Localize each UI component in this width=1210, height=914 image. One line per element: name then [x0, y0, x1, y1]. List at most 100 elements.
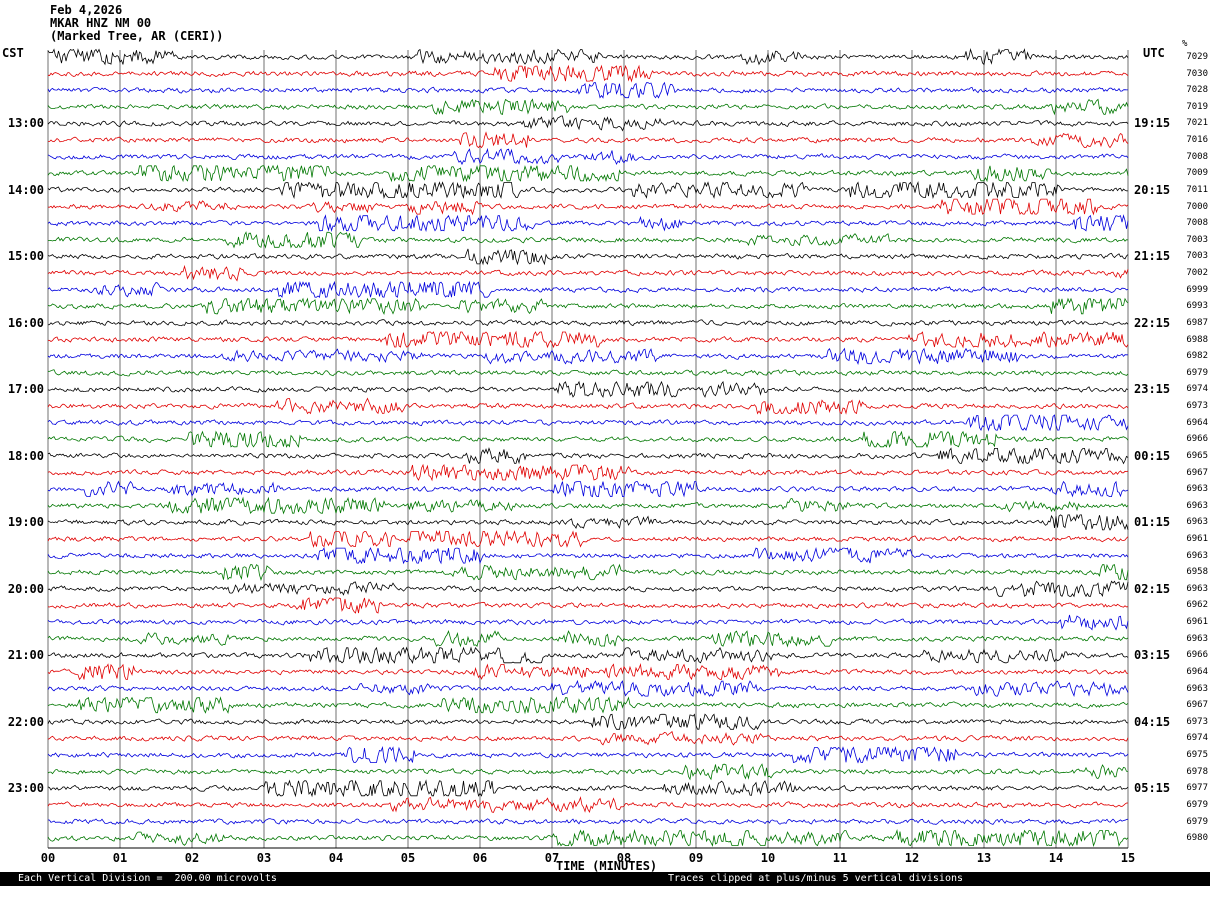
- utc-hour-label: 23:15: [1134, 382, 1171, 397]
- seismogram-trace: [47, 480, 1129, 498]
- seismogram-trace: [47, 730, 1129, 746]
- seismogram-trace: [47, 380, 1129, 398]
- x-axis-tick-label: 02: [184, 851, 200, 865]
- trace-amplitude-value: 6963: [1186, 633, 1208, 644]
- trace-amplitude-value: 6963: [1186, 500, 1208, 511]
- trace-amplitude-value: 6962: [1186, 600, 1208, 611]
- trace-amplitude-value: 6961: [1186, 533, 1208, 544]
- trace-amplitude-value: 6979: [1186, 799, 1208, 810]
- trace-amplitude-value: 7011: [1186, 184, 1208, 195]
- seismogram-trace: [47, 580, 1129, 598]
- trace-amplitude-value: 7028: [1186, 85, 1208, 96]
- header-location: (Marked Tree, AR (CERI)): [50, 29, 224, 43]
- x-axis-tick-label: 04: [328, 851, 344, 865]
- trace-amplitude-value: 6958: [1186, 567, 1208, 578]
- cst-hour-label: 20:00: [7, 581, 44, 596]
- trace-amplitude-value: 6963: [1186, 683, 1208, 694]
- trace-amplitude-value: 7008: [1186, 151, 1208, 162]
- seismogram-trace: [47, 796, 1128, 814]
- scale-note: Each Vertical Division = 200.00 microvol…: [18, 873, 277, 884]
- seismogram-trace: [48, 231, 1129, 249]
- utc-hour-label: 03:15: [1134, 648, 1171, 663]
- trace-amplitude-value: 6963: [1186, 550, 1208, 561]
- seismogram-trace: [47, 198, 1129, 216]
- seismogram-trace: [47, 463, 1129, 482]
- x-axis-tick-label: 03: [256, 851, 272, 865]
- cst-hour-label: 22:00: [7, 714, 44, 729]
- seismogram-trace: [47, 81, 1128, 99]
- seismogram-trace: [47, 530, 1129, 548]
- cst-hour-label: 21:00: [7, 648, 44, 663]
- x-axis-tick-label: 15: [1120, 851, 1136, 865]
- trace-amplitude-value: 7030: [1186, 68, 1208, 79]
- trace-amplitude-value: 6961: [1186, 617, 1208, 628]
- right-timezone-label: UTC: [1143, 46, 1165, 60]
- x-axis-tick-label: 12: [904, 851, 920, 865]
- trace-amplitude-value: 6967: [1186, 700, 1208, 711]
- trace-amplitude-value: 6964: [1186, 417, 1208, 428]
- trace-amplitude-value: 6973: [1186, 716, 1208, 727]
- footer-banner: Each Vertical Division = 200.00 microvol…: [0, 872, 1210, 886]
- seismogram-trace: [47, 264, 1129, 282]
- seismogram-trace: [47, 597, 1129, 614]
- trace-amplitude-value: 7002: [1186, 268, 1208, 279]
- left-timezone-label: CST: [2, 46, 24, 60]
- seismogram-trace: [47, 397, 1129, 415]
- x-axis-tick-label: 13: [976, 851, 992, 865]
- trace-amplitude-value: 6967: [1186, 467, 1208, 478]
- seismogram-trace: [47, 147, 1129, 166]
- utc-hour-label: 20:15: [1134, 182, 1171, 197]
- trace-amplitude-value: 7000: [1186, 201, 1208, 212]
- cst-hour-label: 13:00: [7, 116, 44, 131]
- clip-note: Traces clipped at plus/minus 5 vertical …: [668, 873, 964, 884]
- utc-hour-label: 22:15: [1134, 315, 1171, 330]
- utc-hour-label: 01:15: [1134, 515, 1171, 530]
- seismogram-trace: [47, 430, 1129, 448]
- utc-hour-label: 19:15: [1134, 116, 1171, 131]
- cst-hour-label: 18:00: [7, 448, 44, 463]
- trace-amplitude-value: 7008: [1186, 218, 1208, 229]
- x-axis-tick-label: 00: [40, 851, 56, 865]
- seismogram-trace: [47, 414, 1129, 432]
- seismogram-trace: [47, 679, 1129, 698]
- x-axis-tick-label: 08: [616, 851, 632, 865]
- cst-hour-label: 15:00: [7, 249, 44, 264]
- seismogram-trace: [47, 614, 1129, 631]
- trace-amplitude-value: 6974: [1186, 733, 1208, 744]
- seismogram-trace: [47, 646, 1129, 665]
- utc-hour-label: 21:15: [1134, 249, 1171, 264]
- trace-amplitude-value: 6993: [1186, 301, 1208, 312]
- trace-amplitude-value: 6978: [1186, 766, 1208, 777]
- utc-hour-label: 05:15: [1134, 781, 1171, 796]
- trace-amplitude-value: 6975: [1186, 750, 1208, 761]
- x-axis-tick-label: 09: [688, 851, 704, 865]
- seismogram-trace: [47, 64, 1129, 83]
- seismogram-trace: [47, 164, 1129, 183]
- seismogram-trace: [47, 779, 1129, 798]
- trace-amplitude-value: 6999: [1186, 284, 1208, 295]
- trace-amplitude-value: 6963: [1186, 484, 1208, 495]
- seismogram-trace: [47, 47, 1129, 66]
- trace-amplitude-value: 7019: [1186, 101, 1208, 112]
- utc-hour-label: 04:15: [1134, 714, 1171, 729]
- seismogram-trace: [47, 696, 1129, 715]
- seismogram-trace: [47, 297, 1129, 315]
- x-axis-tick-label: 07: [544, 851, 560, 865]
- trace-amplitude-value: 6963: [1186, 583, 1208, 594]
- trace-amplitude-value: 7009: [1186, 168, 1208, 179]
- seismogram-trace: [47, 629, 1129, 648]
- seismogram-trace: [47, 98, 1129, 116]
- utc-hour-label: 02:15: [1134, 581, 1171, 596]
- cst-hour-label: 16:00: [7, 315, 44, 330]
- header-station: MKAR HNZ NM 00: [50, 16, 152, 30]
- x-axis-tick-label: 06: [472, 851, 488, 865]
- seismogram-trace: [48, 131, 1129, 149]
- cst-hour-label: 19:00: [7, 515, 44, 530]
- trace-amplitude-value: 6977: [1186, 783, 1208, 794]
- seismogram-trace: [47, 115, 1129, 132]
- trace-amplitude-value: 7016: [1186, 135, 1208, 146]
- seismogram-trace: [47, 745, 1129, 765]
- seismogram-trace: [47, 513, 1129, 531]
- trace-amplitude-value: 6974: [1186, 384, 1208, 395]
- x-axis-tick-label: 05: [400, 851, 416, 865]
